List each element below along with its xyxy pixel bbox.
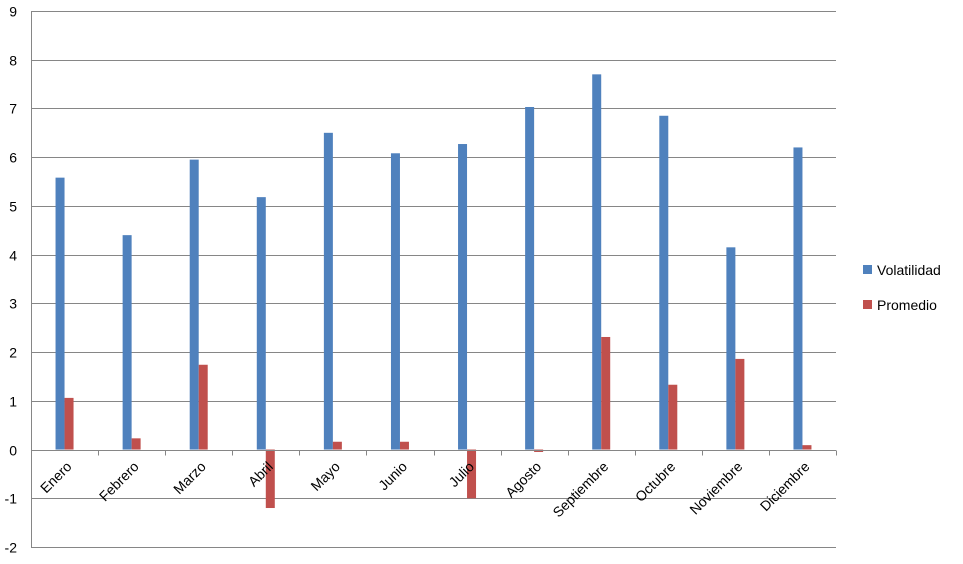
bar-volatilidad-junio <box>390 153 400 450</box>
y-tick-label: 5 <box>9 199 17 215</box>
x-tick-label: Noviembre <box>686 458 745 517</box>
x-tick-label: Enero <box>37 458 75 496</box>
x-tick-label: Febrero <box>96 458 142 504</box>
x-tick-label: Octubre <box>632 458 679 505</box>
axes <box>31 11 837 547</box>
x-tick-label: Diciembre <box>757 458 813 514</box>
bar-volatilidad-marzo <box>189 159 199 450</box>
bar-promedio-octubre <box>668 384 678 450</box>
bar-volatilidad-abril <box>256 197 266 450</box>
legend-label-volatilidad: Volatilidad <box>877 261 941 278</box>
bar-volatilidad-septiembre <box>592 74 602 450</box>
bar-volatilidad-enero <box>55 177 65 450</box>
y-tick-label: 3 <box>9 296 17 312</box>
x-tick-label: Septiembre <box>549 458 611 520</box>
y-tick-label: -1 <box>5 491 18 507</box>
legend-label-promedio: Promedio <box>877 296 937 313</box>
x-tick-label: Agosto <box>502 458 544 500</box>
legend-item-promedio: Promedio <box>863 287 941 322</box>
bar-promedio-noviembre <box>735 358 745 450</box>
legend-item-volatilidad: Volatilidad <box>863 252 941 287</box>
bar-volatilidad-febrero <box>122 235 132 450</box>
x-tick-label: Junio <box>375 458 410 493</box>
y-tick-labels: -2 -1 0 1 2 3 4 5 6 7 8 9 <box>5 4 18 556</box>
y-tick-label: -2 <box>5 540 18 556</box>
legend: Volatilidad Promedio <box>863 252 941 322</box>
bar-volatilidad-noviembre <box>726 247 736 450</box>
bar-promedio-marzo <box>198 364 208 450</box>
bar-volatilidad-diciembre <box>793 147 803 450</box>
y-tick-label: 7 <box>9 101 17 117</box>
bar-volatilidad-julio <box>458 144 468 450</box>
bar-promedio-septiembre <box>601 336 611 450</box>
bar-promedio-julio <box>467 449 477 499</box>
bar-volatilidad-octubre <box>659 115 669 450</box>
bars <box>55 74 812 509</box>
gridlines <box>31 11 836 548</box>
bar-volatilidad-mayo <box>323 132 333 450</box>
bar-promedio-abril <box>265 449 275 509</box>
bar-promedio-mayo <box>332 441 342 450</box>
y-tick-label: 4 <box>9 248 17 264</box>
bar-promedio-diciembre <box>802 445 812 450</box>
y-tick-label: 0 <box>9 443 17 459</box>
x-tick-label: Marzo <box>170 458 209 497</box>
bar-promedio-junio <box>399 441 409 450</box>
x-tick-labels: Enero Febrero Marzo Abril Mayo Junio Julio Agos… <box>37 458 813 520</box>
y-tick-label: 8 <box>9 53 17 69</box>
y-tick-label: 9 <box>9 4 17 20</box>
bar-volatilidad-agosto <box>525 106 535 450</box>
y-tick-label: 6 <box>9 150 17 166</box>
x-tick-label: Mayo <box>307 458 343 494</box>
bar-promedio-febrero <box>131 438 141 450</box>
y-tick-label: 1 <box>9 394 17 410</box>
legend-swatch-promedio <box>863 300 872 309</box>
legend-swatch-volatilidad <box>863 265 872 274</box>
bar-promedio-enero <box>64 397 74 450</box>
y-tick-label: 2 <box>9 345 17 361</box>
